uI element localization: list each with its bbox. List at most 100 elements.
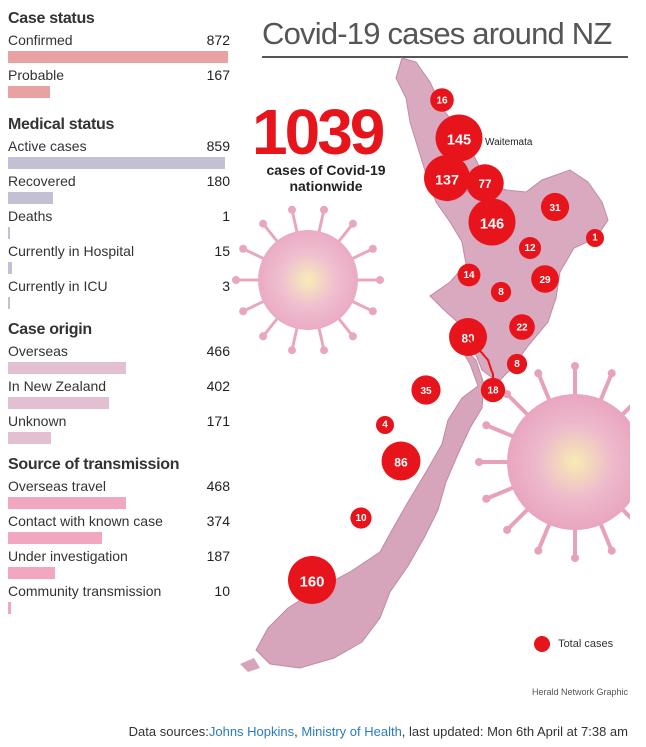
stat-value: 1 xyxy=(222,208,230,224)
stat-label: Active cases xyxy=(8,138,87,154)
case-bubble-label: 77 xyxy=(479,178,492,191)
case-bubble-label: 16 xyxy=(436,95,448,106)
stat-row: Contact with known case 374 xyxy=(8,513,230,548)
section-title: Source of transmission xyxy=(8,456,180,473)
stat-label: Probable xyxy=(8,67,65,83)
south-island xyxy=(255,343,485,669)
stat-row: Recovered 180 xyxy=(8,173,230,208)
stat-row: Overseas travel 468 xyxy=(8,478,230,513)
case-bubble-label: 8 xyxy=(514,359,520,370)
case-bubble xyxy=(457,263,481,287)
case-bubble-label: 8 xyxy=(498,287,504,298)
stat-label: Currently in Hospital xyxy=(8,243,135,259)
stat-bar xyxy=(8,192,54,204)
section-title: Medical status xyxy=(8,116,115,133)
stat-bar xyxy=(8,86,51,98)
caption-line-1: cases of Covid-19 xyxy=(266,162,386,178)
case-bubble-label: 29 xyxy=(539,275,551,286)
stat-row: Confirmed 872 xyxy=(8,32,230,67)
stat-label: Contact with known case xyxy=(8,513,163,529)
stat-label: In New Zealand xyxy=(8,378,107,394)
stat-value: 171 xyxy=(206,413,230,429)
total-cases-number: 1039 xyxy=(252,96,385,168)
case-bubble-label: 137 xyxy=(435,172,459,188)
sources-separator: , xyxy=(294,724,302,739)
title-rule xyxy=(262,56,628,58)
stat-bar xyxy=(8,297,10,309)
case-bubble-label: 1 xyxy=(592,233,598,244)
stat-bar xyxy=(8,362,126,374)
case-bubble-label: 10 xyxy=(355,513,367,524)
stat-label: Deaths xyxy=(8,208,53,224)
section-3: Source of transmission Overseas travel 468… xyxy=(8,456,230,618)
stat-label: Overseas xyxy=(8,343,68,359)
ministry-of-health-link[interactable]: Ministry of Health xyxy=(301,724,402,739)
stat-value: 402 xyxy=(206,378,230,394)
legend-circle-icon xyxy=(534,636,550,652)
map-legend: Total cases xyxy=(534,636,613,652)
page-title: Covid-19 cases around NZ xyxy=(262,16,612,51)
stat-value: 167 xyxy=(206,67,230,83)
stat-bar xyxy=(8,602,11,614)
section-2: Case origin Overseas 466 In New Zealand 402 U… xyxy=(8,321,230,448)
stat-label: Unknown xyxy=(8,413,67,429)
case-bubble-label: 145 xyxy=(447,133,471,149)
stat-row: Probable 167 xyxy=(8,67,230,102)
total-cases-caption: cases of Covid-19 nationwide xyxy=(256,162,396,194)
case-bubble xyxy=(466,164,504,202)
stat-value: 180 xyxy=(206,173,230,189)
stat-label: Overseas travel xyxy=(8,478,107,494)
stat-value: 374 xyxy=(206,513,230,529)
case-bubble xyxy=(490,281,512,303)
stat-value: 872 xyxy=(206,32,230,48)
case-bubble xyxy=(430,88,454,112)
case-bubble-label: 146 xyxy=(480,217,504,233)
case-bubble xyxy=(586,229,604,247)
stat-bar xyxy=(8,51,228,63)
stat-label: Recovered xyxy=(8,173,76,189)
stat-bar xyxy=(8,157,225,169)
case-bubble xyxy=(531,265,559,293)
stat-value: 187 xyxy=(206,548,230,564)
case-bubble xyxy=(435,114,483,162)
bubble-pointer xyxy=(491,371,494,390)
stat-label: Community transmission xyxy=(8,583,162,599)
stat-row: Active cases 859 xyxy=(8,138,230,173)
case-bubble xyxy=(411,375,441,405)
case-bubble xyxy=(540,192,570,222)
johns-hopkins-link[interactable]: Johns Hopkins xyxy=(208,724,295,739)
case-bubble-label: 18 xyxy=(487,385,499,396)
case-bubble-label: 22 xyxy=(516,323,528,334)
case-bubble xyxy=(506,353,528,375)
stat-row: Currently in Hospital 15 xyxy=(8,243,230,278)
case-bubble xyxy=(381,441,421,481)
sources-suffix: , last updated: Mon 6th April at 7:38 am xyxy=(401,724,628,739)
stat-label: Under investigation xyxy=(8,548,128,564)
stat-value: 468 xyxy=(206,478,230,494)
case-bubble-label: 12 xyxy=(524,243,536,254)
stat-value: 859 xyxy=(206,138,230,154)
section-title: Case origin xyxy=(8,321,92,338)
stat-value: 3 xyxy=(222,278,230,294)
case-bubble xyxy=(518,236,542,260)
caption-line-2: nationwide xyxy=(289,178,363,194)
stat-bar xyxy=(8,497,127,509)
stat-label: Currently in ICU xyxy=(8,278,108,294)
stat-bar xyxy=(8,532,103,544)
stat-value: 466 xyxy=(206,343,230,359)
virus-illustration-right xyxy=(475,362,630,562)
data-sources: Data sources:Johns Hopkins, Ministry of … xyxy=(129,724,628,739)
case-bubble xyxy=(288,556,336,604)
place-label-waitemata: Waitemata xyxy=(485,137,533,148)
case-bubble xyxy=(509,314,535,340)
stat-row: In New Zealand 402 xyxy=(8,378,230,413)
stat-value: 10 xyxy=(214,583,230,599)
case-bubble xyxy=(424,155,470,201)
case-bubble-label: 14 xyxy=(463,270,475,281)
stat-row: Community transmission 10 xyxy=(8,583,230,618)
section-1: Medical status Active cases 859 Recovered 18… xyxy=(8,116,230,313)
bubble-pointer xyxy=(467,336,493,373)
stat-row: Deaths 1 xyxy=(8,208,230,243)
stat-value: 15 xyxy=(214,243,230,259)
